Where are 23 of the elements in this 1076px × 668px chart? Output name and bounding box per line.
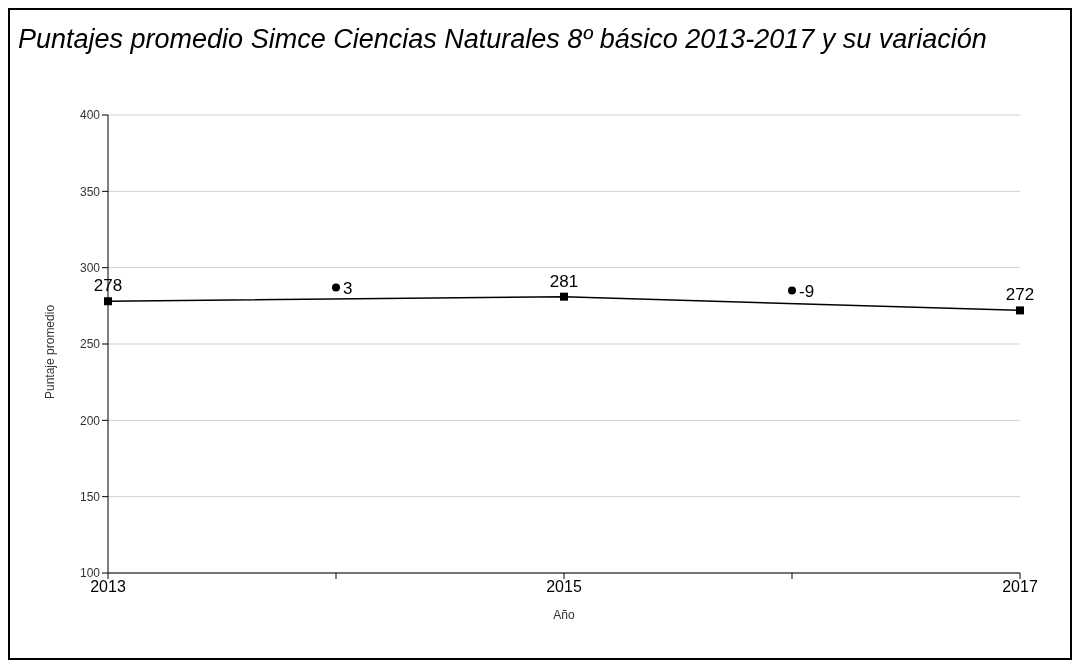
x-tick-label: 2015	[546, 578, 582, 596]
y-tick-label: 150	[79, 489, 101, 504]
point	[1016, 306, 1024, 315]
point	[332, 283, 340, 292]
y-tick-label: 400	[79, 108, 101, 123]
data-label: 278	[93, 276, 123, 296]
x-tick-label: 2013	[90, 578, 126, 596]
y-tick-label: 350	[79, 184, 101, 199]
point	[788, 286, 796, 295]
data-label: 272	[1005, 285, 1035, 305]
y-tick-label: 100	[79, 566, 101, 581]
point	[560, 292, 568, 301]
x-tick-label: 2017	[1002, 578, 1038, 596]
x-axis-title: Año	[553, 608, 575, 622]
annotation: 3	[343, 278, 353, 298]
y-tick-label: 250	[79, 337, 101, 352]
y-tick-label: 300	[79, 260, 101, 275]
y-axis-title: Puntaje promedio	[43, 304, 58, 399]
annotation: -9	[799, 281, 815, 301]
data-label: 281	[549, 271, 579, 291]
y-tick-label: 200	[79, 413, 101, 428]
point	[104, 297, 112, 306]
chart-title: Puntajes promedio Simce Ciencias Naturales 8º básico 2013-2017 y su variación	[18, 24, 987, 55]
